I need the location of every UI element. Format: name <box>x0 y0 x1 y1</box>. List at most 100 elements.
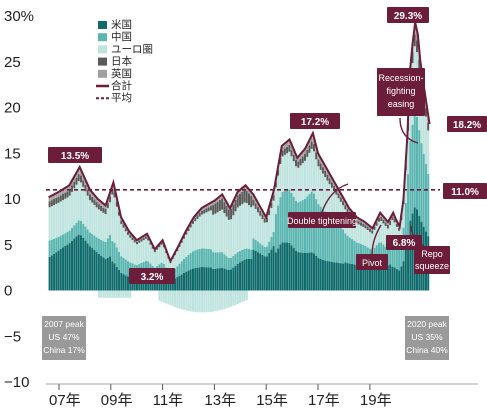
bar-segment <box>422 153 425 227</box>
bar-segment <box>185 256 188 272</box>
bar-segment <box>86 229 89 244</box>
bar-segment <box>333 220 336 263</box>
bar-segment <box>306 156 309 197</box>
bar-segment <box>371 267 374 291</box>
bar-segment <box>288 151 291 190</box>
bar-segment <box>351 263 354 291</box>
legend-swatch <box>98 33 107 42</box>
bar-segment <box>241 191 244 205</box>
bar-segment <box>342 263 345 291</box>
bar-segment <box>113 197 116 243</box>
bar-segment <box>402 261 405 291</box>
bar-segment <box>118 215 121 252</box>
bar-segment <box>218 268 221 291</box>
annotation-recession-line: easing <box>388 99 415 109</box>
bar-segment <box>70 185 74 192</box>
bar-segment-negative <box>236 290 239 304</box>
bar-segment <box>308 252 311 291</box>
bar-segment <box>221 198 224 210</box>
bar-segment <box>91 248 94 291</box>
bar-segment <box>214 213 217 253</box>
bar-segment <box>100 255 103 291</box>
y-tick-label: 30% <box>4 8 34 25</box>
bar-segment <box>218 252 221 269</box>
bar-segment <box>344 233 347 263</box>
bar-segment <box>303 253 307 291</box>
bar-segment <box>183 236 186 239</box>
bar-segment <box>183 238 186 259</box>
bar-segment <box>189 269 192 291</box>
peak-note-2007: US 47% <box>48 332 80 342</box>
bar-segment <box>135 241 138 245</box>
annotation-arrow <box>399 117 419 144</box>
bar-segment <box>50 255 53 291</box>
bar-segment <box>66 232 69 245</box>
bar-segment-negative <box>183 290 186 310</box>
bar-segment <box>59 201 62 236</box>
bar-segment <box>221 209 224 253</box>
bar-segment <box>357 218 360 222</box>
bar-segment <box>344 262 347 291</box>
bar-segment <box>133 242 136 265</box>
bar-segment <box>252 249 255 291</box>
bar-segment <box>357 224 360 244</box>
bar-segment <box>355 223 358 243</box>
bar-segment <box>297 252 300 291</box>
bar-segment <box>124 259 127 276</box>
bar-segment <box>124 228 127 232</box>
bar-segment <box>95 252 98 291</box>
bar-segment <box>409 220 412 291</box>
bar-segment-negative <box>122 290 125 298</box>
bar-segment <box>207 207 210 212</box>
bar-segment <box>315 255 318 291</box>
bar-segment <box>57 202 60 237</box>
bar-segment <box>299 252 302 291</box>
bar-segment <box>198 212 201 217</box>
bar-segment <box>212 252 215 269</box>
bar-segment <box>48 240 51 257</box>
bar-segment <box>317 204 320 259</box>
bar-segment <box>223 254 226 269</box>
bar-segment <box>281 145 284 151</box>
bar-segment <box>82 237 85 291</box>
bar-segment <box>57 250 60 291</box>
bar-segment <box>151 248 154 266</box>
bar-segment <box>337 189 340 194</box>
bar-segment <box>79 175 82 183</box>
bar-segment <box>270 202 273 208</box>
bar-segment <box>326 169 329 175</box>
bar-segment <box>216 201 219 213</box>
bar-segment <box>274 252 277 291</box>
bar-segment <box>198 267 201 291</box>
bar-segment-negative <box>203 290 206 313</box>
bar-segment <box>55 252 58 291</box>
bar-segment <box>339 193 342 198</box>
bar-segment <box>106 238 109 258</box>
bar-segment <box>91 196 94 203</box>
bar-segment <box>427 173 430 237</box>
bar-segment <box>124 275 127 291</box>
bar-segment-negative <box>97 290 100 298</box>
peak-note-2020: 2020 peak <box>407 319 447 329</box>
bar-segment-negative <box>243 290 246 302</box>
bar-segment <box>272 231 275 247</box>
bar-segment <box>395 268 398 291</box>
bar-segment <box>265 217 268 223</box>
bar-segment-negative <box>158 290 161 301</box>
bar-segment <box>308 139 311 146</box>
bar-segment <box>395 244 398 269</box>
bar-segment <box>252 194 255 200</box>
bar-segment <box>55 193 58 198</box>
bar-segment <box>82 223 85 238</box>
bar-segment <box>138 278 141 291</box>
bar-segment <box>254 208 257 240</box>
bar-segment <box>209 210 212 250</box>
bar-segment <box>324 166 327 171</box>
bar-segment <box>263 222 266 248</box>
bar-segment <box>402 204 405 228</box>
bar-segment <box>100 201 103 206</box>
bar-segment <box>247 189 250 194</box>
bar-segment <box>328 178 331 185</box>
bar-segment <box>86 184 89 190</box>
